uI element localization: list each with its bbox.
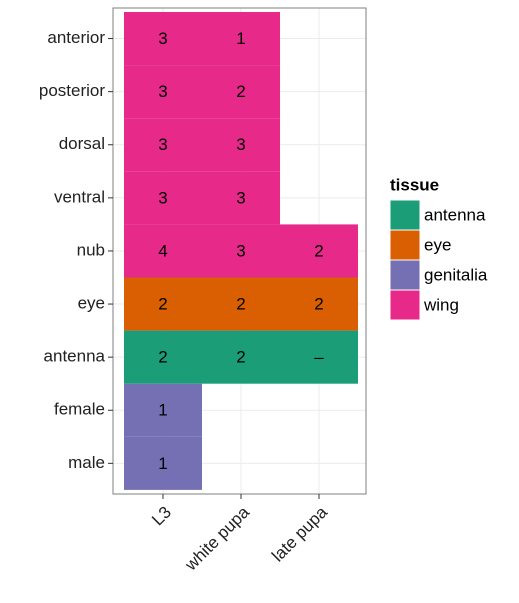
tile-label: 2 [236, 348, 245, 367]
tile [124, 12, 202, 66]
y-tick-label: nub [77, 240, 105, 259]
tile [202, 330, 280, 384]
tile-label: 2 [158, 348, 167, 367]
tile [124, 330, 202, 384]
tile [124, 224, 202, 278]
tile [280, 277, 358, 331]
tile-label: 3 [236, 241, 245, 260]
tile [280, 330, 358, 384]
tile [124, 118, 202, 172]
tile-label: 2 [314, 295, 323, 314]
tile-label: – [314, 348, 324, 367]
tile [124, 277, 202, 331]
tile-label: 3 [236, 188, 245, 207]
y-tick-label: dorsal [59, 134, 105, 153]
y-tick-label: antenna [44, 347, 106, 366]
legend-key [389, 289, 421, 321]
tile [202, 65, 280, 119]
tile [202, 277, 280, 331]
tile [124, 65, 202, 119]
tile [124, 436, 202, 490]
legend-label: eye [424, 235, 451, 254]
tile [202, 118, 280, 172]
tile-label: 2 [236, 82, 245, 101]
tile-label: 2 [314, 241, 323, 260]
legend-label: wing [423, 295, 459, 314]
y-tick-label: male [68, 453, 105, 472]
tile-label: 3 [158, 82, 167, 101]
tile [202, 224, 280, 278]
legend-title: tissue [390, 175, 439, 194]
y-tick-label: ventral [54, 187, 105, 206]
y-tick-label: posterior [39, 81, 105, 100]
tile [202, 12, 280, 66]
x-tick-label: L3 [148, 503, 175, 530]
tile-label: 2 [158, 295, 167, 314]
legend-key [389, 229, 421, 261]
tile [124, 171, 202, 225]
tile-label: 1 [158, 454, 167, 473]
legend-label: antenna [424, 205, 486, 224]
tile [202, 171, 280, 225]
y-tick-label: eye [78, 294, 105, 313]
legend-label: genitalia [424, 265, 488, 284]
tile-label: 3 [158, 29, 167, 48]
legend-key [389, 259, 421, 291]
tile-label: 3 [236, 135, 245, 154]
tile-label: 1 [158, 401, 167, 420]
tile-label: 1 [236, 29, 245, 48]
y-tick-label: female [54, 400, 105, 419]
y-tick-label: anterior [47, 28, 105, 47]
x-tick-label: late pupa [268, 502, 331, 565]
tile-label: 3 [158, 188, 167, 207]
tile [124, 383, 202, 437]
tile-label: 2 [236, 295, 245, 314]
tile-label: 3 [158, 135, 167, 154]
tile-label: 4 [158, 241, 167, 260]
x-tick-label: white pupa [181, 502, 254, 575]
tile [280, 224, 358, 278]
legend-key [389, 199, 421, 231]
